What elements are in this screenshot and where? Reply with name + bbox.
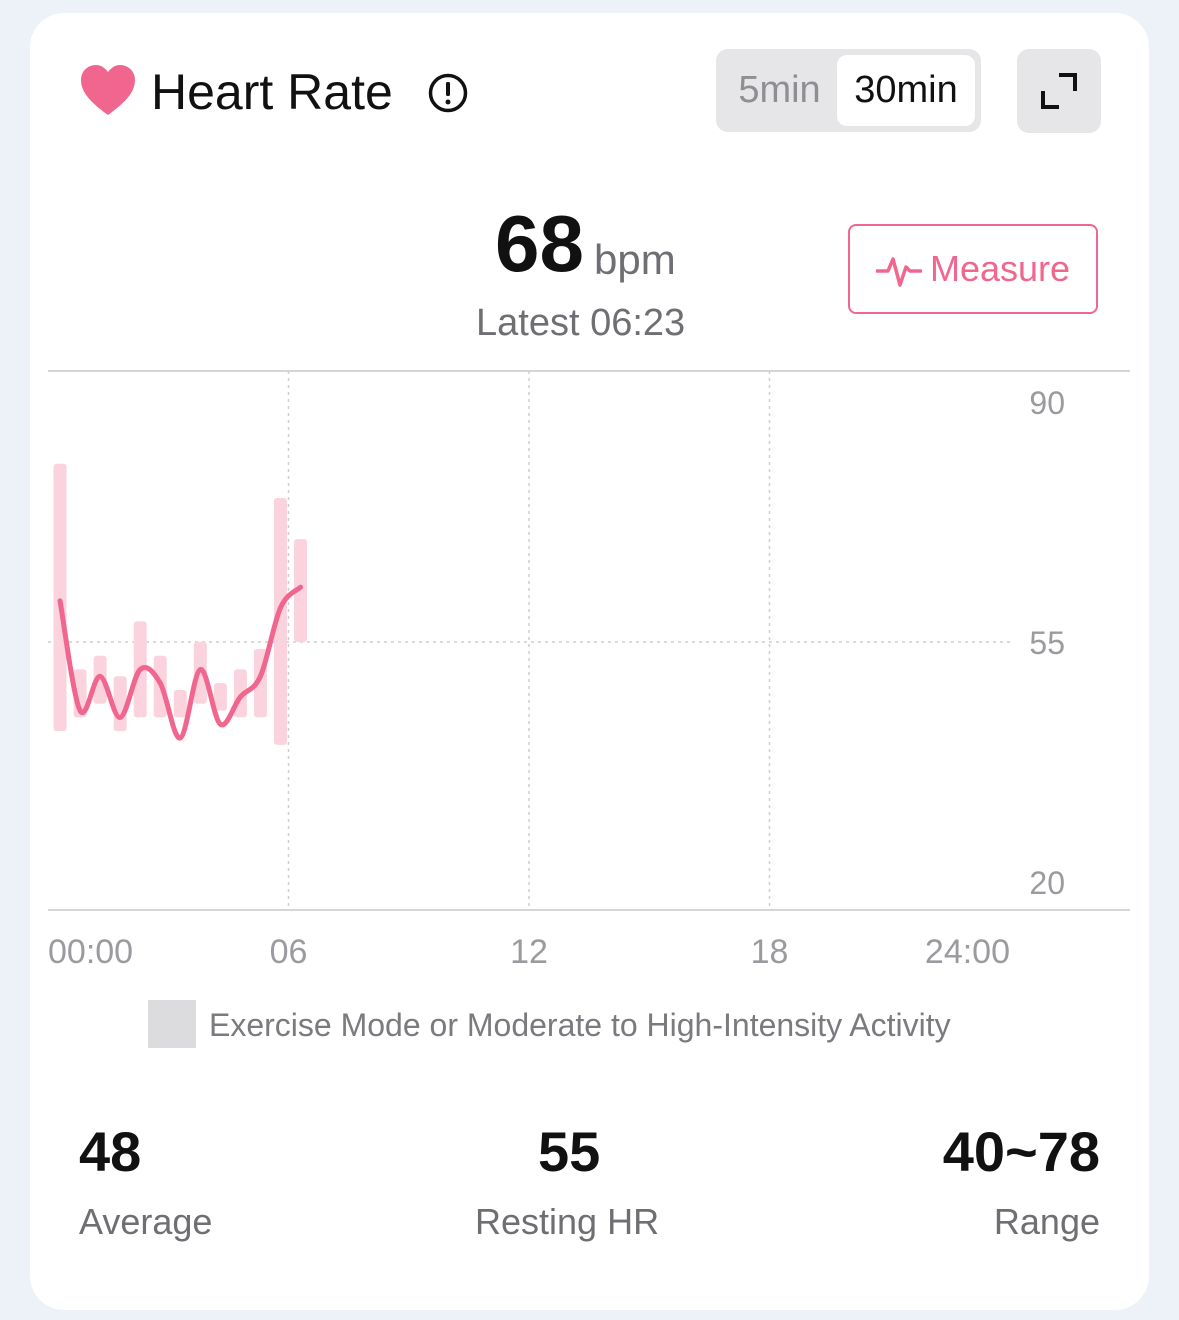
heart-rate-card (30, 13, 1149, 1310)
toggle-5min[interactable]: 5min (738, 69, 821, 111)
interval-toggle: 5min 30min (716, 49, 981, 132)
stat-range-label: Range (993, 1201, 1100, 1242)
expand-button[interactable] (1017, 49, 1101, 133)
toggle-30min[interactable]: 30min (837, 55, 975, 126)
x-tick-label: 24:00 (925, 933, 1010, 971)
heart-rate-line (57, 584, 304, 741)
range-bar (294, 539, 308, 642)
range-bar (173, 690, 187, 718)
x-tick-label: 18 (751, 933, 789, 971)
pulse-icon (876, 257, 922, 287)
bpm-unit: bpm (594, 236, 676, 283)
stat-range-value: 40~78 (942, 1120, 1100, 1183)
measure-label: Measure (930, 248, 1071, 289)
bpm-value: 68 (495, 199, 584, 288)
x-tick-label: 06 (270, 933, 308, 971)
range-bar (53, 463, 67, 732)
info-icon[interactable] (427, 72, 469, 114)
expand-icon (1041, 73, 1077, 109)
stat-average-value: 48 (79, 1120, 142, 1183)
stat-resting-label: Resting HR (475, 1201, 660, 1242)
measure-button[interactable]: Measure (848, 224, 1098, 314)
heart-rate-chart: 00:00 06 12 18 24:00 90 55 20 (48, 370, 1130, 971)
range-bar (93, 655, 107, 704)
y-tick-label: 90 (1029, 385, 1065, 421)
range-bar (273, 498, 287, 745)
range-bar (113, 676, 127, 732)
y-tick-label: 20 (1029, 865, 1065, 901)
legend-swatch (148, 1000, 196, 1048)
current-reading: 68 bpm (495, 196, 676, 292)
latest-time: Latest 06:23 (476, 302, 686, 344)
stat-resting-value: 55 (538, 1120, 601, 1183)
legend-label: Exercise Mode or Moderate to High-Intens… (209, 1007, 951, 1043)
y-tick-label: 55 (1029, 625, 1065, 661)
range-bar (213, 683, 227, 711)
heart-icon (81, 65, 135, 115)
x-tick-label: 00:00 (48, 933, 133, 971)
stat-average-label: Average (79, 1201, 213, 1242)
page-title: Heart Rate (151, 64, 393, 120)
x-tick-label: 12 (510, 933, 548, 971)
